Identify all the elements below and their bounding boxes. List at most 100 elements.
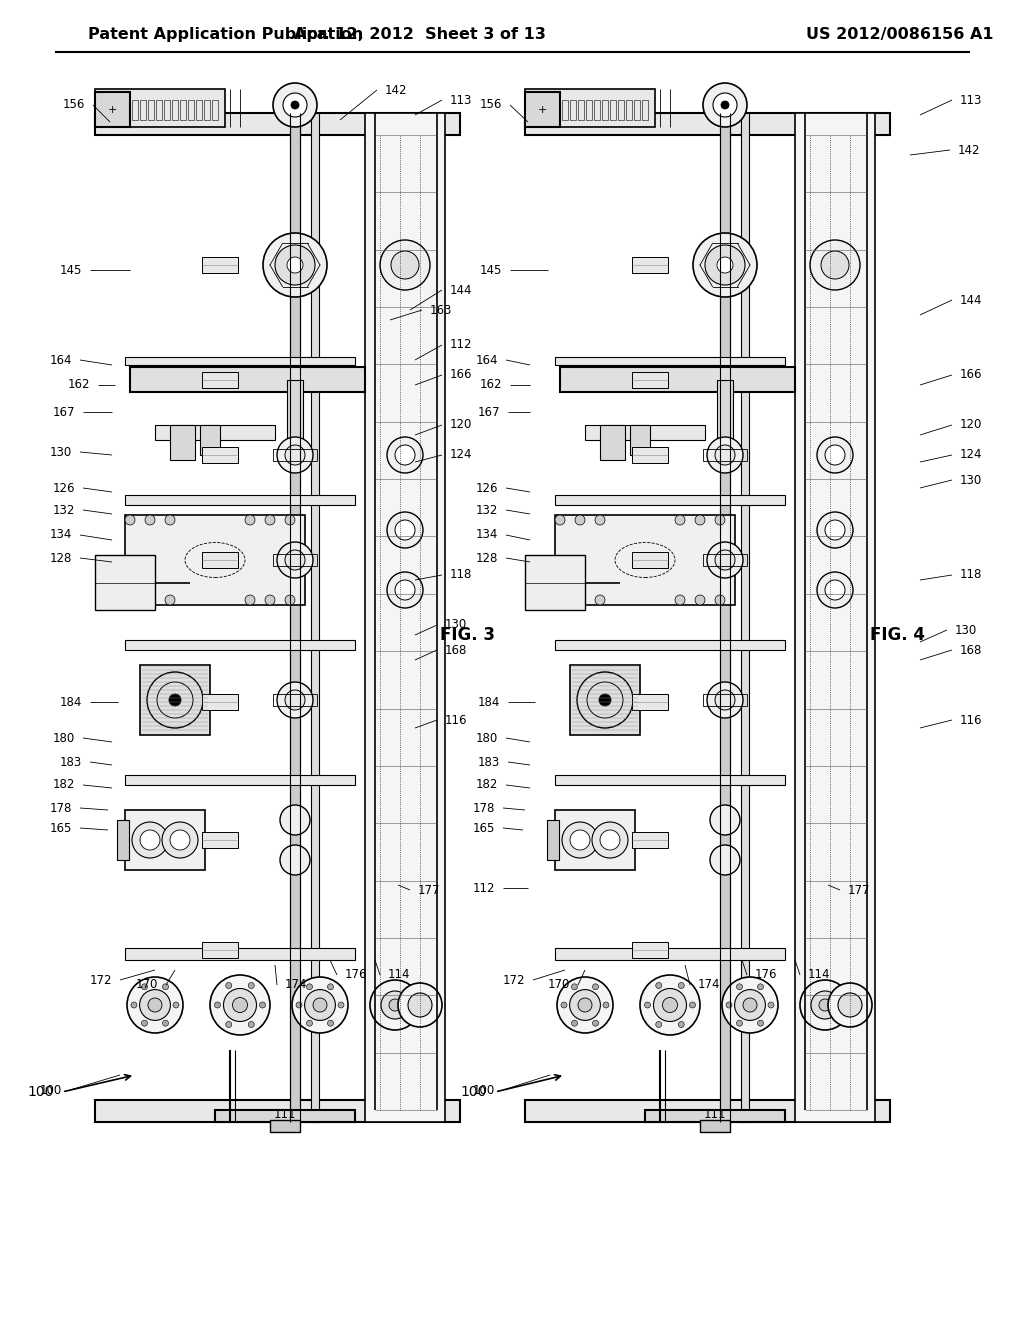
Text: 128: 128 <box>475 552 498 565</box>
Text: 184: 184 <box>59 696 82 709</box>
Bar <box>125 810 205 870</box>
Bar <box>632 942 668 958</box>
Circle shape <box>141 983 147 990</box>
Circle shape <box>715 690 735 710</box>
Bar <box>202 552 238 568</box>
Circle shape <box>265 595 275 605</box>
Text: 116: 116 <box>445 714 468 726</box>
Bar <box>632 257 668 273</box>
Bar <box>202 942 238 958</box>
Bar <box>555 495 785 506</box>
Bar <box>125 948 355 960</box>
Bar <box>562 100 568 120</box>
Bar <box>570 665 640 735</box>
Bar <box>538 100 544 120</box>
Circle shape <box>283 92 307 117</box>
Circle shape <box>595 515 605 525</box>
Circle shape <box>328 1020 334 1026</box>
Bar <box>180 100 186 120</box>
Circle shape <box>562 822 598 858</box>
Bar <box>525 92 560 127</box>
Circle shape <box>162 822 198 858</box>
Circle shape <box>285 515 295 525</box>
Circle shape <box>592 822 628 858</box>
Bar <box>130 367 365 392</box>
Text: 165: 165 <box>473 821 495 834</box>
Circle shape <box>125 595 135 605</box>
Circle shape <box>555 595 565 605</box>
Bar <box>164 100 170 120</box>
Text: 116: 116 <box>961 714 982 726</box>
Circle shape <box>715 595 725 605</box>
Bar <box>155 425 275 440</box>
Bar <box>632 372 668 388</box>
Circle shape <box>713 92 737 117</box>
Bar <box>125 356 355 366</box>
Text: 164: 164 <box>49 354 72 367</box>
Text: 120: 120 <box>961 418 982 432</box>
Circle shape <box>381 991 409 1019</box>
Text: 180: 180 <box>476 731 498 744</box>
Circle shape <box>575 595 585 605</box>
Bar <box>140 665 210 735</box>
Bar <box>570 100 575 120</box>
Circle shape <box>703 83 746 127</box>
Text: Apr. 12, 2012  Sheet 3 of 13: Apr. 12, 2012 Sheet 3 of 13 <box>294 28 546 42</box>
Circle shape <box>265 515 275 525</box>
Text: FIG. 3: FIG. 3 <box>440 626 495 644</box>
Bar <box>600 425 625 459</box>
Bar <box>525 1100 890 1122</box>
Bar <box>204 100 210 120</box>
Circle shape <box>163 1020 169 1026</box>
Circle shape <box>259 1002 265 1008</box>
Bar <box>632 552 668 568</box>
Circle shape <box>408 993 432 1016</box>
Circle shape <box>575 515 585 525</box>
Circle shape <box>707 543 743 578</box>
Circle shape <box>387 437 423 473</box>
Circle shape <box>817 437 853 473</box>
Circle shape <box>595 595 605 605</box>
Text: 130: 130 <box>445 619 467 631</box>
Circle shape <box>557 977 613 1034</box>
Bar <box>108 100 114 120</box>
Circle shape <box>275 246 315 285</box>
Circle shape <box>570 830 590 850</box>
Text: 174: 174 <box>285 978 307 991</box>
Circle shape <box>248 1022 254 1027</box>
Circle shape <box>644 1002 650 1008</box>
Bar <box>125 640 355 649</box>
Bar <box>703 554 746 566</box>
Bar <box>546 100 552 120</box>
Circle shape <box>245 515 255 525</box>
Text: 183: 183 <box>478 755 500 768</box>
Bar <box>555 948 785 960</box>
Text: 111: 111 <box>273 1109 296 1122</box>
Bar <box>525 88 655 127</box>
Bar <box>365 114 445 1122</box>
Text: 114: 114 <box>808 969 830 982</box>
Circle shape <box>561 1002 567 1008</box>
Bar <box>717 380 733 440</box>
Circle shape <box>273 83 317 127</box>
Circle shape <box>125 515 135 525</box>
Text: 182: 182 <box>475 779 498 792</box>
Bar <box>630 425 650 455</box>
Bar <box>555 810 635 870</box>
Circle shape <box>717 257 733 273</box>
Text: 163: 163 <box>430 304 453 317</box>
Circle shape <box>817 512 853 548</box>
Circle shape <box>736 983 742 990</box>
Text: 114: 114 <box>388 969 411 982</box>
Circle shape <box>389 999 401 1011</box>
Text: 111: 111 <box>703 1109 726 1122</box>
Circle shape <box>306 983 312 990</box>
Bar <box>202 372 238 388</box>
Bar <box>594 100 600 120</box>
Circle shape <box>817 572 853 609</box>
Circle shape <box>655 1022 662 1027</box>
Circle shape <box>245 595 255 605</box>
Circle shape <box>593 1020 598 1026</box>
Circle shape <box>603 1002 609 1008</box>
Circle shape <box>380 240 430 290</box>
